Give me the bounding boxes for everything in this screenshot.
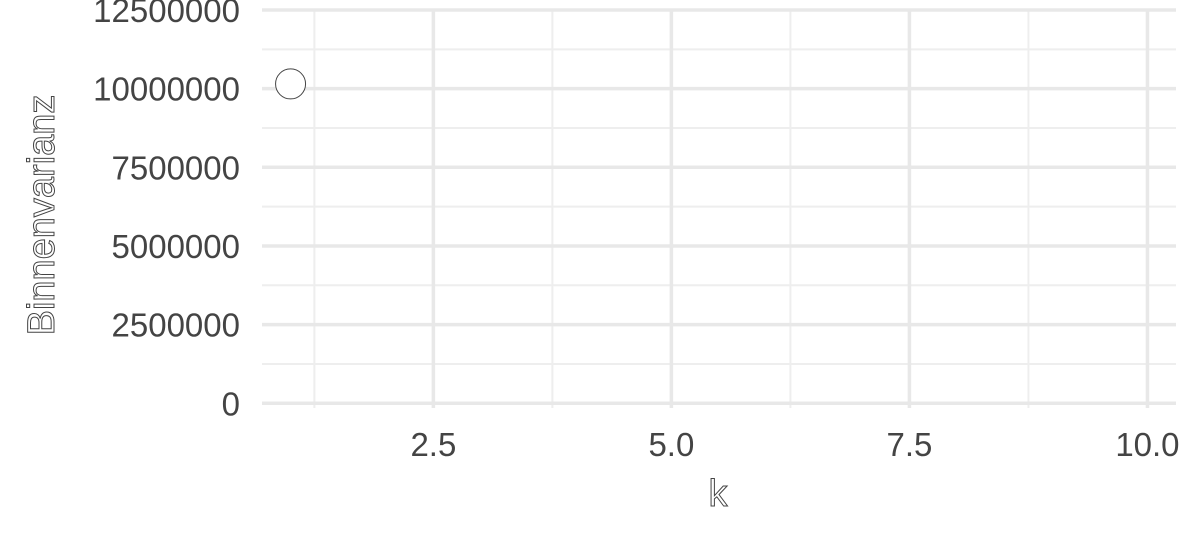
data-point — [275, 68, 307, 100]
y-tick-label: 0 — [222, 385, 240, 422]
y-tick-label: 2500000 — [112, 307, 240, 344]
y-tick-label: 10000000 — [93, 71, 240, 108]
y-tick-label: 12500000 — [93, 0, 240, 29]
x-tick-label: 7.5 — [886, 426, 932, 463]
x-tick-label: 5.0 — [648, 426, 694, 463]
x-axis-title: k — [709, 473, 729, 515]
x-tick-label: 10.0 — [1115, 426, 1179, 463]
x-tick-label: 2.5 — [410, 426, 456, 463]
data-points — [275, 68, 307, 100]
y-axis-title: Binnenvarianz — [21, 95, 63, 336]
x-axis-tick-labels: 2.5 5.0 7.5 10.0 — [410, 426, 1179, 463]
grid — [262, 8, 1176, 408]
y-axis-tick-labels: 0 2500000 5000000 7500000 10000000 12500000 — [93, 0, 240, 422]
y-tick-label: 5000000 — [112, 228, 240, 265]
y-tick-label: 7500000 — [112, 149, 240, 186]
